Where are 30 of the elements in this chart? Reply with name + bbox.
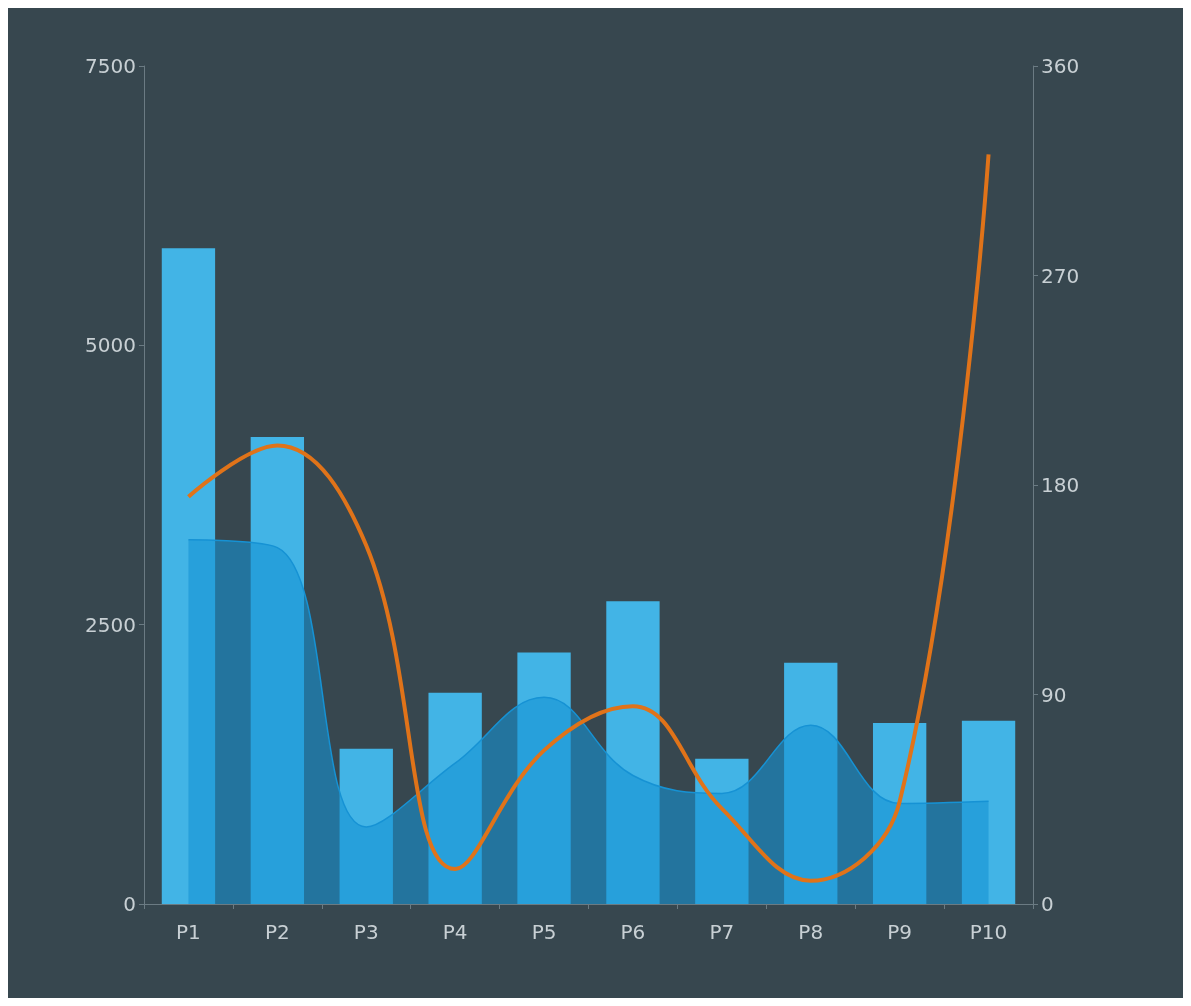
bar bbox=[606, 601, 660, 904]
bar bbox=[872, 722, 927, 904]
bar bbox=[250, 436, 305, 904]
y-tick-label: 0 bbox=[123, 892, 136, 916]
x-tick-label: P4 bbox=[442, 920, 468, 944]
y2-tick-label: 90 bbox=[1041, 682, 1067, 707]
x-tick-label: P8 bbox=[798, 920, 824, 944]
x-tick-label: P1 bbox=[176, 920, 201, 944]
bar bbox=[784, 662, 838, 904]
bar bbox=[161, 248, 216, 904]
y2-tick-label: 360 bbox=[1041, 54, 1080, 78]
x-tick-label: P5 bbox=[531, 920, 557, 944]
x-tick-label: P9 bbox=[887, 920, 913, 944]
y-tick-label: 5000 bbox=[85, 333, 136, 358]
y2-tick-label: 180 bbox=[1041, 473, 1080, 497]
bar bbox=[695, 758, 749, 904]
y2-tick-label: 270 bbox=[1041, 263, 1080, 288]
bar bbox=[339, 748, 393, 904]
y-tick-label: 7500 bbox=[85, 54, 136, 78]
bar bbox=[517, 652, 571, 904]
x-tick-label: P2 bbox=[264, 920, 290, 944]
x-tick-label: P7 bbox=[709, 920, 735, 944]
x-tick-label: P6 bbox=[620, 920, 646, 944]
y2-tick-label: 0 bbox=[1041, 892, 1054, 916]
x-tick-label: P3 bbox=[353, 920, 379, 944]
bar bbox=[961, 720, 1016, 904]
x-tick-label: P10 bbox=[969, 920, 1008, 944]
line-series bbox=[186, 152, 991, 883]
bar bbox=[428, 692, 482, 904]
y-tick-label: 2500 bbox=[85, 612, 136, 637]
